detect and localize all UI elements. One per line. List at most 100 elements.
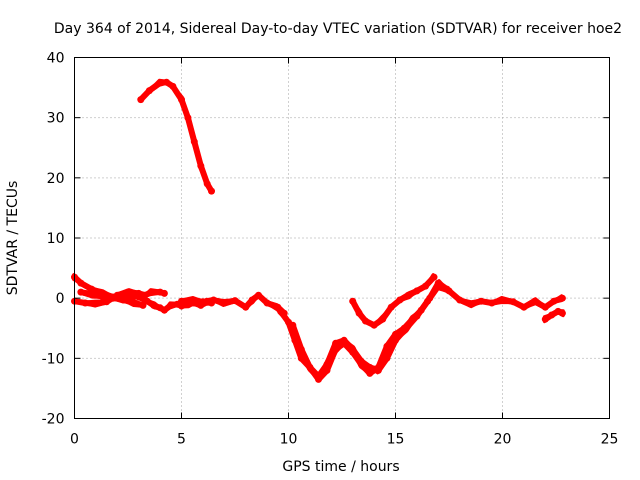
data-point [499, 296, 506, 304]
data-point [404, 291, 412, 299]
x-tick-label: 20 [494, 432, 512, 448]
data-point [349, 297, 357, 305]
data-point [417, 306, 425, 314]
data-point [188, 296, 196, 304]
data-point [466, 300, 474, 308]
data-point [178, 96, 185, 104]
data-point [203, 180, 211, 188]
data-point [541, 315, 549, 323]
x-tick-label: 10 [280, 432, 298, 448]
data-point [456, 296, 464, 304]
x-axis-label: GPS time / hours [282, 459, 399, 475]
data-point [357, 360, 365, 368]
data-point [297, 345, 305, 353]
series-arc-7 [276, 282, 566, 380]
data-point [413, 287, 421, 295]
data-point [135, 293, 143, 301]
data-point [488, 299, 496, 307]
data-point [88, 291, 96, 299]
data-point [541, 303, 549, 311]
data-point [422, 282, 429, 290]
data-point [315, 375, 322, 383]
data-point [306, 363, 314, 371]
data-point [208, 187, 215, 195]
data-point [558, 309, 566, 317]
data-point [263, 299, 271, 307]
y-tick-label: 30 [47, 111, 65, 127]
data-point [255, 291, 262, 299]
data-point [143, 297, 151, 305]
data-point [124, 289, 132, 297]
data-point [370, 321, 378, 329]
data-point [340, 339, 348, 347]
data-point [434, 279, 442, 287]
data-point [178, 302, 185, 310]
data-series [71, 78, 566, 383]
data-point [362, 317, 369, 325]
data-point [190, 138, 198, 146]
series-scatter-band [138, 81, 213, 194]
x-tick-label: 5 [177, 432, 186, 448]
data-point [400, 324, 408, 332]
data-point [387, 303, 395, 311]
data-point [178, 297, 185, 305]
data-point [477, 297, 485, 305]
y-tick-label: 10 [47, 231, 65, 247]
series-line [137, 79, 215, 195]
data-point [169, 82, 177, 90]
data-point [184, 114, 192, 122]
data-point [145, 87, 153, 95]
series-scatter-band [350, 273, 435, 326]
grid-lines [74, 57, 610, 419]
data-point [289, 321, 297, 329]
data-point [120, 295, 128, 303]
x-tick-label: 0 [70, 432, 79, 448]
data-point [98, 292, 106, 300]
data-point [77, 279, 85, 287]
data-point [77, 288, 85, 296]
data-point [160, 306, 168, 314]
data-point [81, 299, 89, 307]
data-point [210, 296, 218, 304]
chart-title: Day 364 of 2014, Sidereal Day-to-day VTE… [54, 21, 622, 37]
data-point [220, 299, 228, 307]
data-point [248, 296, 256, 304]
data-point [163, 78, 170, 86]
y-tick-label: 20 [47, 171, 65, 187]
data-point [332, 345, 340, 353]
data-point [349, 348, 357, 356]
data-point [520, 303, 528, 311]
data-point [558, 294, 566, 302]
data-point [148, 288, 155, 296]
data-point [548, 311, 556, 319]
data-point [509, 298, 517, 306]
data-point [355, 309, 363, 317]
data-point [379, 315, 387, 323]
data-point [167, 301, 175, 309]
data-point [323, 366, 331, 374]
x-tick-label: 15 [387, 432, 405, 448]
data-point [443, 285, 451, 293]
series-arc-9 [349, 273, 438, 329]
series-arc-8 [289, 279, 451, 383]
data-point [231, 297, 239, 305]
data-point [242, 303, 250, 311]
data-point [109, 294, 117, 302]
data-point [128, 297, 136, 305]
y-tick-label: -10 [42, 351, 65, 367]
data-point [392, 330, 399, 338]
axis-ticks: 0 5 10 15 20 25 -20 -10 0 10 20 30 40 [42, 51, 619, 448]
data-point [430, 273, 438, 281]
data-point [156, 79, 164, 87]
data-point [396, 296, 404, 304]
data-point [137, 96, 145, 104]
data-point [150, 301, 158, 309]
series-arc-10 [541, 307, 566, 324]
data-point [197, 162, 205, 170]
data-point [426, 294, 434, 302]
series-arc-3 [77, 288, 136, 305]
data-point [139, 301, 147, 309]
x-tick-label: 25 [601, 432, 619, 448]
y-tick-label: 40 [47, 51, 65, 67]
